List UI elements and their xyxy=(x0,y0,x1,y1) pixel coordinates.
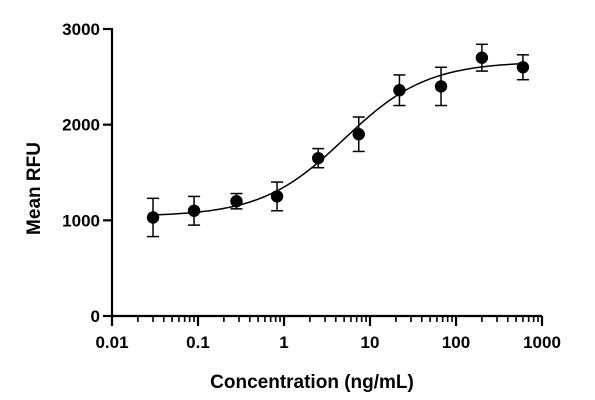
data-point xyxy=(270,181,284,212)
x-tick-label: 1000 xyxy=(523,333,561,352)
data-point xyxy=(230,192,243,210)
y-tick-label: 0 xyxy=(91,307,100,326)
data-points-group xyxy=(146,43,530,238)
data-point xyxy=(312,147,325,169)
data-point xyxy=(475,43,489,72)
data-point-marker xyxy=(270,190,284,203)
data-point-marker xyxy=(475,51,489,64)
x-tick-label: 100 xyxy=(442,333,470,352)
data-point-marker xyxy=(352,128,365,141)
data-point-marker xyxy=(187,204,201,217)
y-tick-label: 2000 xyxy=(62,116,100,135)
data-point xyxy=(352,116,365,153)
y-tick-label: 1000 xyxy=(62,211,100,230)
data-point-marker xyxy=(434,80,448,93)
data-point-marker xyxy=(393,84,406,97)
x-tick-label: 10 xyxy=(361,333,380,352)
data-point xyxy=(187,195,201,226)
y-tick-label: 3000 xyxy=(62,20,100,39)
data-point xyxy=(146,197,160,238)
data-point xyxy=(393,74,406,107)
data-point-marker xyxy=(146,211,160,224)
x-axis-title: Concentration (ng/mL) xyxy=(210,372,414,393)
data-point-marker xyxy=(230,195,243,208)
axes: 0 1000 2000 3000 0.01 0.1 1 10 100 1000 xyxy=(62,20,561,352)
x-tick-label: 1 xyxy=(279,333,288,352)
x-tick-label: 0.1 xyxy=(186,333,210,352)
data-point xyxy=(434,66,448,107)
fit-curve xyxy=(153,62,523,216)
fit-curve-group xyxy=(153,62,523,216)
data-point xyxy=(516,54,530,81)
data-point-marker xyxy=(516,61,530,74)
x-tick-label: 0.01 xyxy=(95,333,128,352)
y-axis-title: Mean RFU xyxy=(24,142,45,235)
data-point-marker xyxy=(312,151,325,165)
